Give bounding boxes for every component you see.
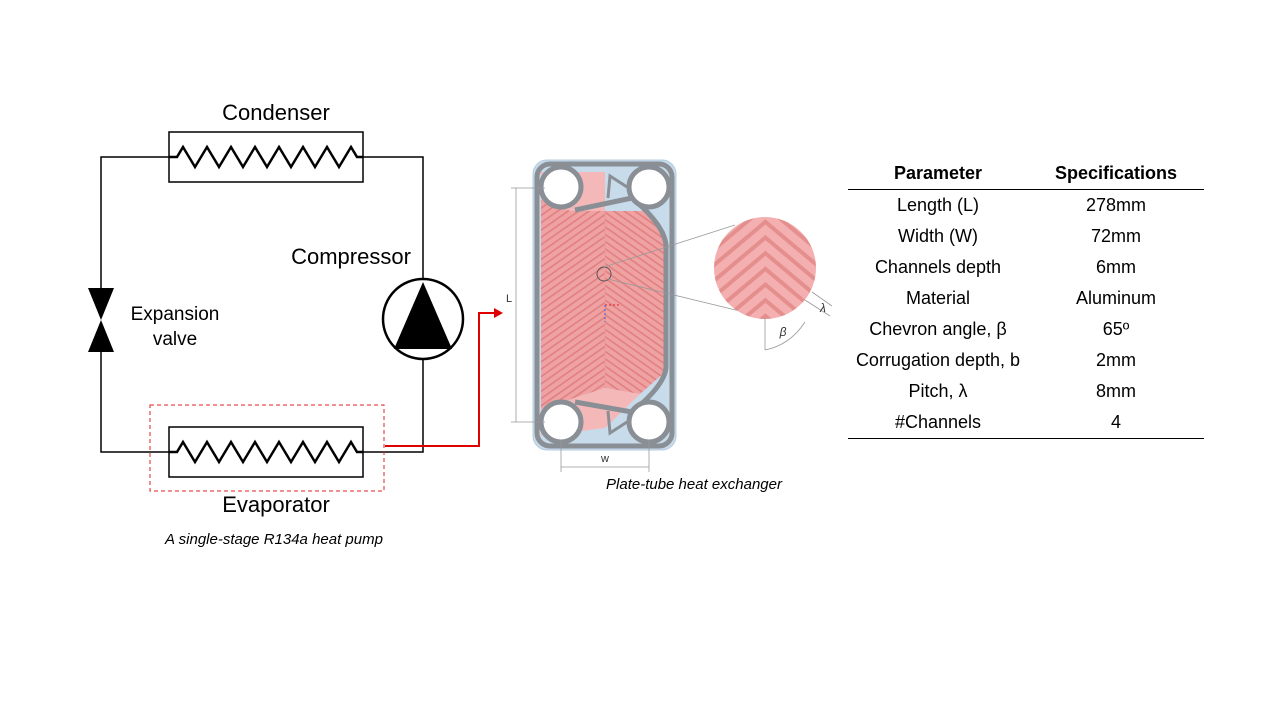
expansion-valve-icon (88, 288, 114, 352)
beta-angle-label: β (779, 325, 787, 339)
condenser (168, 131, 364, 183)
param-cell: Width (W) (898, 226, 978, 246)
evaporator-label: Evaporator (222, 492, 330, 517)
param-cell: Pitch, λ (908, 381, 968, 401)
zoom-leader-lines (603, 224, 749, 314)
heat-pump-caption: A single-stage R134a heat pump (164, 531, 383, 548)
evaporator (168, 426, 364, 478)
param-cell: Material (905, 288, 971, 308)
spec-cell: 278mm (1085, 195, 1147, 215)
table-row: Material Aluminum (848, 283, 1204, 314)
spec-cell: 4 (1028, 407, 1204, 439)
header-specifications: Specifications (1028, 158, 1204, 190)
expansion-valve-label-line2: valve (153, 329, 197, 350)
header-parameter: Parameter (848, 158, 1028, 190)
plate-heat-exchanger (532, 159, 677, 451)
length-dimension-label: L (506, 293, 512, 305)
length-dimension (511, 187, 545, 423)
table-row: Width (W) 72mm (848, 221, 1204, 252)
table-row: Corrugation depth, b 2mm (848, 345, 1204, 376)
lambda-pitch-label: λ (819, 301, 826, 315)
refrigerant-loop-lines (100, 156, 424, 453)
table-row: Channels depth 6mm (848, 252, 1204, 283)
table-row: Pitch, λ 8mm (848, 376, 1204, 407)
condenser-label: Condenser (222, 100, 330, 125)
angle-annotations (764, 291, 833, 351)
spec-cell: 8mm (1096, 381, 1136, 401)
spec-cell: 2mm (1096, 350, 1136, 370)
spec-cell: 6mm (1096, 257, 1136, 277)
param-cell: #Channels (848, 407, 1028, 439)
table-header-row: Parameter Specifications (848, 158, 1204, 190)
flow-arrow (385, 308, 503, 447)
table-row: Length (L) 278mm (848, 190, 1204, 222)
corrugation-zoom-detail (714, 217, 816, 319)
spec-cell: 72mm (1090, 226, 1141, 246)
width-dimension (560, 440, 650, 472)
table-row: #Channels 4 (848, 407, 1204, 439)
exchanger-caption: Plate-tube heat exchanger (606, 476, 783, 493)
condenser-coil (169, 144, 363, 170)
spec-cell: 65º (1102, 319, 1130, 339)
param-cell: Channels depth (874, 257, 1002, 277)
width-dimension-label: w (600, 453, 609, 465)
param-cell: Chevron angle, β (869, 319, 1007, 339)
compressor-icon (381, 277, 465, 361)
compressor-label: Compressor (291, 244, 411, 269)
spec-cell: Aluminum (1075, 288, 1157, 308)
evaporator-highlight-box (149, 404, 385, 492)
specifications-table: Parameter Specifications Length (L) 278m… (848, 158, 1204, 439)
expansion-valve-label-line1: Expansion (131, 304, 220, 325)
evaporator-coil (169, 439, 363, 465)
table-row: Chevron angle, β 65º (848, 314, 1204, 345)
param-cell: Length (L) (896, 195, 980, 215)
param-cell: Corrugation depth, b (855, 350, 1021, 370)
